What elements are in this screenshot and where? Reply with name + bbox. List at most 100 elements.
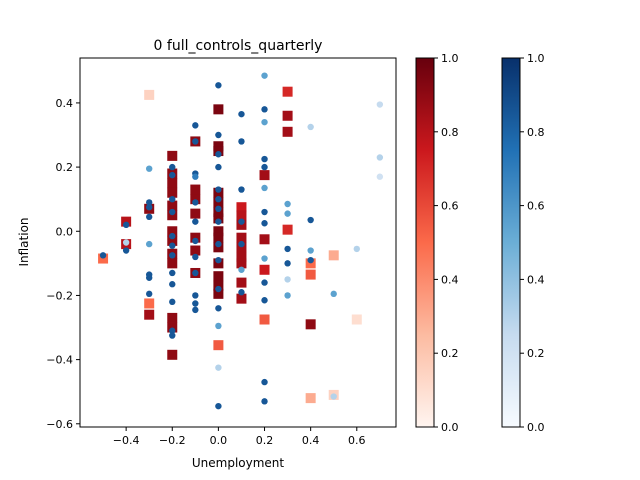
data-point-square	[236, 277, 247, 288]
data-point-circle	[169, 298, 176, 306]
colorbar-tick-label: 1.0	[441, 52, 459, 65]
data-point-circle	[261, 106, 268, 113]
x-axis: −0.4 −0.2 0.0 0.2 0.4 0.6	[113, 427, 366, 447]
data-point-circle	[215, 322, 222, 330]
data-point-square	[213, 146, 224, 157]
data-point-square	[213, 213, 224, 224]
data-point-circle	[215, 305, 222, 312]
colorbar-tick-label: 0.6	[441, 200, 459, 213]
data-point-circle	[145, 204, 153, 211]
data-point-square	[98, 253, 109, 264]
data-point-circle	[261, 163, 268, 171]
data-point-square	[167, 235, 178, 246]
data-point-circle	[238, 186, 245, 193]
data-point-circle	[238, 266, 245, 273]
data-point-square	[190, 208, 201, 219]
data-point-circle	[215, 402, 222, 410]
x-tick-label: 0.6	[348, 434, 366, 447]
data-point-square	[259, 234, 270, 245]
colorbar-tick-label: 0.0	[527, 421, 545, 434]
data-point-circle	[192, 138, 199, 145]
data-point-square	[144, 298, 155, 309]
data-point-circle	[261, 297, 268, 304]
data-point-circle	[192, 218, 199, 225]
data-point-circle	[215, 151, 222, 158]
data-point-circle	[330, 290, 337, 298]
data-point-square	[213, 271, 224, 282]
data-point-circle	[192, 237, 199, 245]
data-point-square	[213, 197, 224, 208]
data-point-circle	[169, 163, 176, 171]
y-tick-label: −0.4	[46, 354, 73, 367]
data-point-circle	[261, 118, 268, 126]
data-point-square	[305, 393, 316, 404]
marks-layer	[98, 72, 384, 410]
data-point-square	[305, 319, 316, 330]
data-point-circle	[307, 247, 314, 254]
y-axis: −0.6 −0.4 −0.2 0.0 0.2 0.4	[46, 97, 80, 431]
data-point-square	[144, 309, 155, 320]
blues-colorbar: 0.0 0.2 0.4 0.6 0.8 1.0	[501, 52, 545, 434]
data-point-circle	[215, 205, 222, 213]
data-point-circle	[215, 285, 222, 293]
data-point-square	[167, 349, 178, 360]
data-point-square	[121, 216, 132, 227]
data-point-circle	[261, 155, 268, 163]
data-point-square	[236, 293, 247, 304]
data-point-square	[236, 242, 247, 253]
colorbar-tick-label: 0.2	[527, 347, 545, 360]
data-point-circle	[238, 138, 245, 145]
data-point-square	[167, 312, 178, 323]
data-point-circle	[145, 240, 153, 248]
reds-colorbar-ticks: 0.0 0.2 0.4 0.6 0.8 1.0	[434, 52, 459, 434]
y-tick-label: 0.2	[56, 161, 74, 174]
data-point-square	[213, 207, 224, 218]
x-tick-label: −0.4	[113, 434, 140, 447]
data-point-square	[167, 150, 178, 161]
data-point-square	[144, 89, 155, 100]
data-point-circle	[238, 218, 245, 225]
reds-colorbar: 0.0 0.2 0.4 0.6 0.8 1.0	[415, 52, 459, 434]
data-point-circle	[307, 216, 314, 224]
y-axis-label: Inflation	[17, 217, 31, 266]
reds-colorbar-frame	[415, 57, 435, 428]
data-point-square	[305, 258, 316, 269]
data-point-circle	[238, 289, 245, 296]
data-point-circle	[215, 240, 222, 248]
y-tick-label: 0.4	[56, 97, 74, 110]
data-point-circle	[284, 292, 291, 299]
data-point-square	[282, 110, 293, 121]
data-point-square	[259, 264, 270, 275]
data-point-circle	[238, 110, 245, 118]
data-point-circle	[261, 279, 268, 286]
x-tick-label: 0.0	[210, 434, 228, 447]
data-point-circle	[122, 221, 130, 229]
data-point-square	[213, 242, 224, 253]
x-tick-label: 0.4	[302, 434, 320, 447]
data-point-square	[282, 126, 293, 137]
data-point-circle	[376, 101, 384, 108]
data-point-square	[213, 104, 224, 115]
data-point-circle	[169, 332, 176, 339]
data-point-square	[213, 288, 224, 299]
data-point-circle	[145, 199, 153, 206]
colorbar-tick-label: 0.6	[527, 200, 545, 213]
data-point-circle	[192, 306, 199, 314]
plot-frame	[79, 57, 397, 428]
reds-colorbar-fill	[416, 58, 434, 427]
data-point-circle	[192, 253, 199, 261]
data-point-square	[167, 322, 178, 333]
data-point-circle	[215, 256, 222, 264]
data-point-square	[236, 219, 247, 230]
data-point-circle	[215, 218, 222, 225]
data-point-circle	[215, 195, 222, 203]
data-point-circle	[169, 281, 176, 288]
data-point-circle	[169, 242, 176, 249]
data-point-square	[213, 280, 224, 291]
data-point-square	[190, 184, 201, 195]
x-axis-label: Unemployment	[192, 456, 285, 470]
data-point-circle	[192, 300, 199, 307]
data-point-square	[259, 314, 270, 325]
colorbar-tick-label: 0.0	[441, 421, 459, 434]
